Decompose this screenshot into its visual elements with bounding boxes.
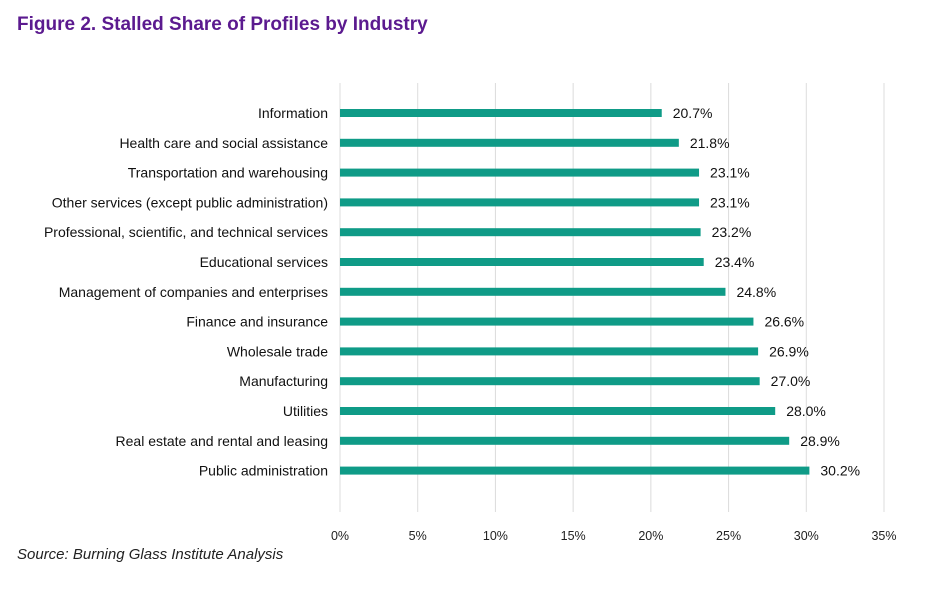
- category-label: Real estate and rental and leasing: [116, 433, 328, 449]
- x-tick-label: 0%: [331, 529, 349, 543]
- bar: [340, 436, 790, 445]
- bar: [340, 347, 759, 356]
- bar: [340, 228, 701, 237]
- category-label: Public administration: [199, 463, 328, 479]
- data-label: 28.0%: [786, 403, 826, 419]
- category-label: Transportation and warehousing: [128, 165, 328, 181]
- category-label: Educational services: [200, 254, 328, 270]
- x-tick-label: 10%: [483, 529, 508, 543]
- bar: [340, 287, 726, 296]
- category-label: Manufacturing: [239, 373, 328, 389]
- data-labels: 20.7% 21.8% 23.1% 23.1% 23.2% 23.4% 24.8% 26.6%…: [673, 105, 860, 479]
- bars: [340, 109, 810, 475]
- bar: [340, 407, 776, 415]
- data-label: 23.1%: [710, 165, 750, 181]
- bar: [340, 258, 704, 266]
- category-label: Professional, scientific, and technical …: [44, 224, 328, 240]
- data-label: 30.2%: [820, 463, 860, 479]
- x-axis-tick-labels: 0% 5% 10% 15% 20% 25% 30% 35%: [331, 529, 897, 543]
- data-label: 28.9%: [800, 433, 840, 449]
- data-label: 23.4%: [715, 254, 755, 270]
- category-labels: Information Health care and social assist…: [44, 105, 328, 479]
- category-label: Health care and social assistance: [119, 135, 328, 151]
- data-label: 20.7%: [673, 105, 713, 121]
- bar: [340, 168, 700, 177]
- bar: [340, 466, 810, 475]
- data-label: 21.8%: [690, 135, 730, 151]
- data-label: 23.1%: [710, 194, 750, 210]
- x-tick-label: 20%: [638, 529, 663, 543]
- category-label: Management of companies and enterprises: [59, 284, 328, 300]
- x-tick-label: 5%: [409, 529, 427, 543]
- bar: [340, 138, 679, 147]
- data-label: 26.9%: [769, 343, 809, 359]
- data-label: 26.6%: [764, 314, 804, 330]
- x-tick-label: 25%: [716, 529, 741, 543]
- bar: [340, 109, 662, 117]
- category-label: Utilities: [283, 403, 328, 419]
- category-label: Information: [258, 105, 328, 121]
- data-label: 23.2%: [712, 224, 752, 240]
- data-label: 24.8%: [736, 284, 776, 300]
- chart-title: Figure 2. Stalled Share of Profiles by I…: [17, 14, 428, 35]
- x-tick-label: 30%: [794, 529, 819, 543]
- x-tick-label: 15%: [561, 529, 586, 543]
- bar: [340, 377, 760, 386]
- bar: [340, 198, 700, 207]
- data-label: 27.0%: [771, 373, 811, 389]
- source-note: Source: Burning Glass Institute Analysis: [17, 546, 284, 563]
- x-tick-label: 35%: [871, 529, 896, 543]
- bar: [340, 317, 754, 326]
- category-label: Wholesale trade: [227, 343, 328, 359]
- category-label: Finance and insurance: [186, 314, 328, 330]
- category-label: Other services (except public administra…: [52, 194, 328, 210]
